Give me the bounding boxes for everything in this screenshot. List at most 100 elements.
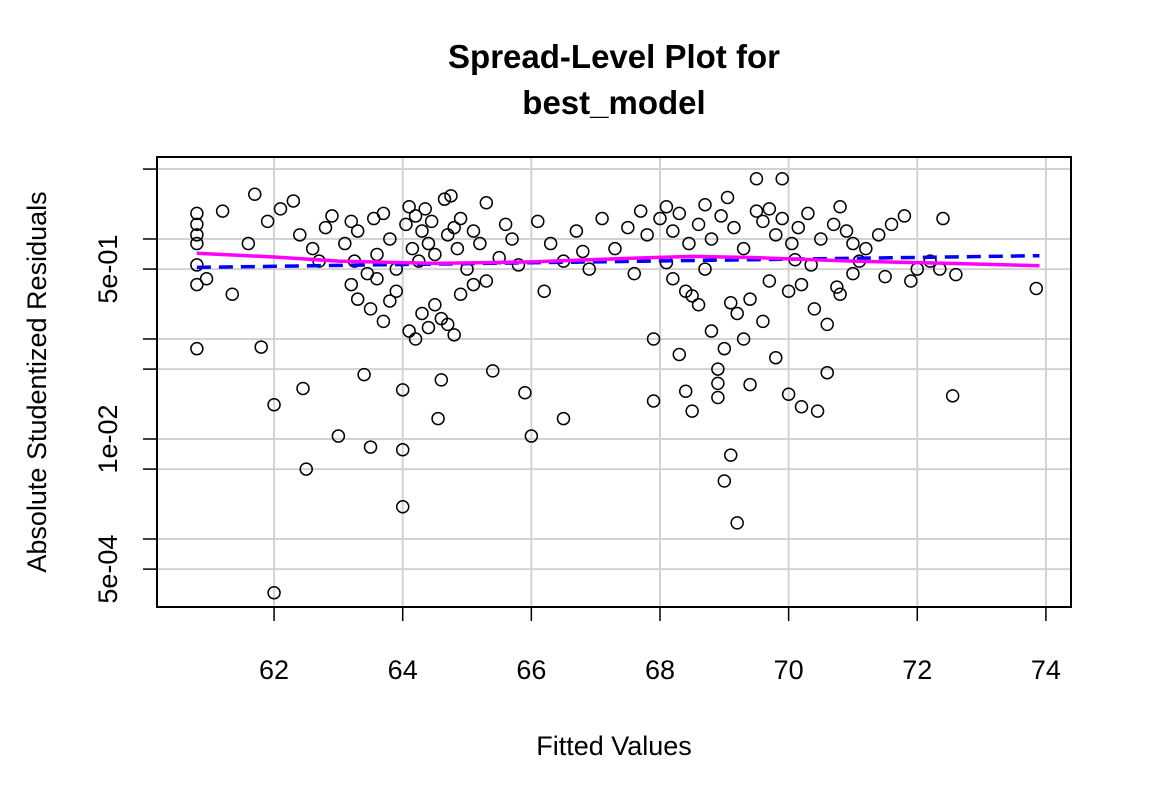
point: [569, 224, 584, 238]
point: [241, 236, 256, 251]
point: [781, 387, 796, 402]
point: [299, 462, 313, 476]
point: [296, 381, 310, 396]
point: [762, 202, 777, 216]
point: [820, 317, 834, 332]
point: [399, 217, 413, 232]
point: [518, 385, 532, 400]
point: [248, 187, 262, 201]
point: [453, 287, 468, 302]
point: [395, 443, 410, 457]
point: [408, 209, 423, 223]
point: [325, 209, 339, 223]
point: [807, 302, 822, 316]
point: [859, 241, 873, 256]
point: [627, 266, 642, 281]
point: [608, 241, 622, 256]
point: [479, 196, 494, 210]
point: [769, 350, 783, 365]
point: [672, 206, 687, 221]
point: [810, 404, 825, 418]
point: [775, 211, 789, 226]
point: [524, 429, 539, 443]
point: [225, 287, 240, 302]
point: [704, 232, 719, 246]
point: [190, 341, 204, 356]
point: [498, 217, 513, 232]
point: [791, 220, 806, 235]
point: [826, 217, 841, 232]
point: [685, 289, 699, 303]
point: [666, 272, 680, 286]
point: [418, 202, 432, 216]
point: [743, 377, 757, 392]
point: [415, 224, 429, 238]
smooth-line: [196, 251, 1040, 268]
point: [402, 324, 416, 338]
point: [473, 236, 487, 251]
point: [405, 241, 420, 256]
point: [846, 236, 860, 251]
point: [720, 190, 735, 205]
x-tick-label: 74: [1031, 655, 1061, 685]
point: [897, 209, 912, 223]
point: [691, 297, 706, 312]
point: [444, 189, 458, 203]
point: [305, 241, 320, 256]
point: [344, 214, 358, 229]
point: [698, 262, 712, 276]
point: [531, 214, 545, 229]
x-tick-label: 70: [774, 655, 804, 685]
point: [453, 211, 468, 226]
point: [543, 236, 558, 251]
point: [833, 287, 847, 302]
point: [190, 228, 204, 242]
point: [736, 241, 751, 256]
point: [260, 214, 275, 229]
point: [730, 306, 744, 321]
x-tick-label: 62: [259, 655, 289, 685]
point: [659, 199, 674, 214]
y-axis-label: Absolute Studentized Residuals: [22, 191, 52, 572]
point: [717, 474, 732, 488]
point: [884, 217, 899, 232]
point: [749, 172, 764, 186]
point: [318, 220, 333, 235]
point: [723, 448, 738, 462]
point: [801, 206, 815, 221]
point: [363, 440, 378, 454]
point: [762, 274, 777, 288]
point: [723, 296, 738, 310]
point: [730, 516, 744, 530]
point: [286, 194, 301, 208]
point: [466, 277, 481, 292]
point: [383, 232, 397, 246]
y-tick-label: 5e-04: [93, 535, 123, 604]
point: [344, 277, 358, 292]
point: [363, 302, 378, 316]
point: [357, 367, 371, 382]
point: [711, 362, 725, 376]
point: [431, 411, 445, 426]
point: [666, 224, 680, 238]
point: [428, 297, 442, 312]
point: [646, 332, 661, 346]
point: [743, 292, 757, 306]
point: [556, 411, 571, 426]
point: [376, 206, 391, 221]
point: [370, 272, 384, 286]
point: [267, 397, 281, 412]
point: [633, 204, 648, 218]
point: [945, 389, 960, 403]
point: [466, 224, 481, 238]
point: [434, 311, 449, 326]
y-tick-label: 5e-01: [93, 235, 123, 304]
point: [582, 262, 596, 276]
point: [736, 332, 751, 346]
x-tick-label: 64: [388, 655, 418, 685]
point: [814, 232, 828, 246]
point: [595, 211, 609, 226]
x-tick-label: 72: [902, 655, 932, 685]
point: [653, 211, 667, 226]
